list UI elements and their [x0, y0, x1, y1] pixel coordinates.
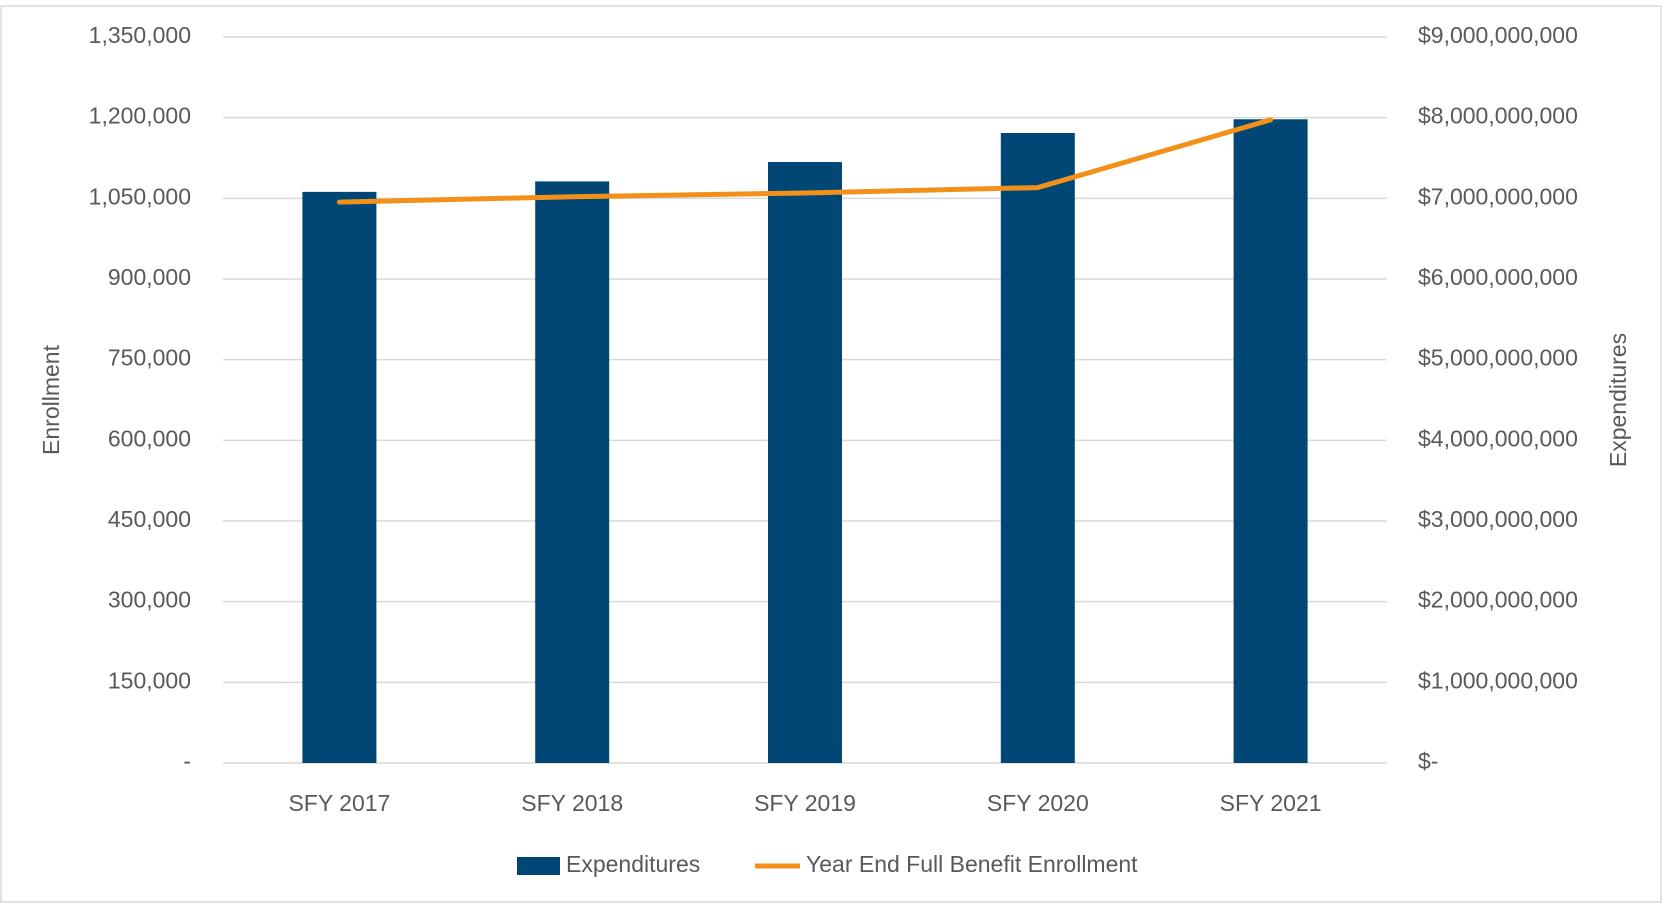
bar [768, 162, 842, 764]
y-tick-label: 600,000 [108, 425, 191, 451]
y2-tick-label: $2,000,000,000 [1418, 587, 1578, 613]
x-tick-label: SFY 2017 [288, 790, 390, 816]
y2-tick-label: $8,000,000,000 [1418, 103, 1578, 129]
x-tick-label: SFY 2018 [521, 790, 623, 816]
y-tick-label: 1,200,000 [89, 103, 191, 129]
y-tick-label: 450,000 [108, 506, 191, 532]
bar [302, 191, 377, 763]
bar [1000, 132, 1075, 763]
legend-swatch [517, 857, 560, 875]
x-tick-label: SFY 2021 [1220, 790, 1322, 816]
y2-tick-label: $3,000,000,000 [1418, 506, 1578, 532]
y-tick-label: 150,000 [108, 667, 191, 693]
y-tick-label: 900,000 [108, 264, 191, 290]
bar [535, 181, 610, 764]
y-tick-label: 1,350,000 [89, 22, 191, 48]
y2-tick-label: $5,000,000,000 [1418, 345, 1578, 371]
legend-label: Year End Full Benefit Enrollment [806, 851, 1138, 877]
x-tick-label: SFY 2019 [754, 790, 856, 816]
legend-label: Expenditures [566, 851, 700, 877]
y-tick-label: - [183, 748, 191, 774]
y-tick-label: 300,000 [108, 587, 191, 613]
y-axis-title: Enrollment [38, 344, 64, 455]
y2-axis-title: Expenditures [1605, 333, 1631, 467]
y2-tick-label: $7,000,000,000 [1418, 183, 1578, 209]
y2-tick-label: $1,000,000,000 [1418, 667, 1578, 693]
bar [1233, 119, 1308, 763]
line [336, 117, 1274, 205]
y2-tick-label: $4,000,000,000 [1418, 425, 1578, 451]
y-tick-label: 1,050,000 [89, 183, 191, 209]
y2-tick-label: $9,000,000,000 [1418, 22, 1578, 48]
y2-tick-label: $- [1418, 748, 1438, 774]
y-tick-label: 750,000 [108, 345, 191, 371]
x-tick-label: SFY 2020 [987, 790, 1089, 816]
y2-tick-label: $6,000,000,000 [1418, 264, 1578, 290]
